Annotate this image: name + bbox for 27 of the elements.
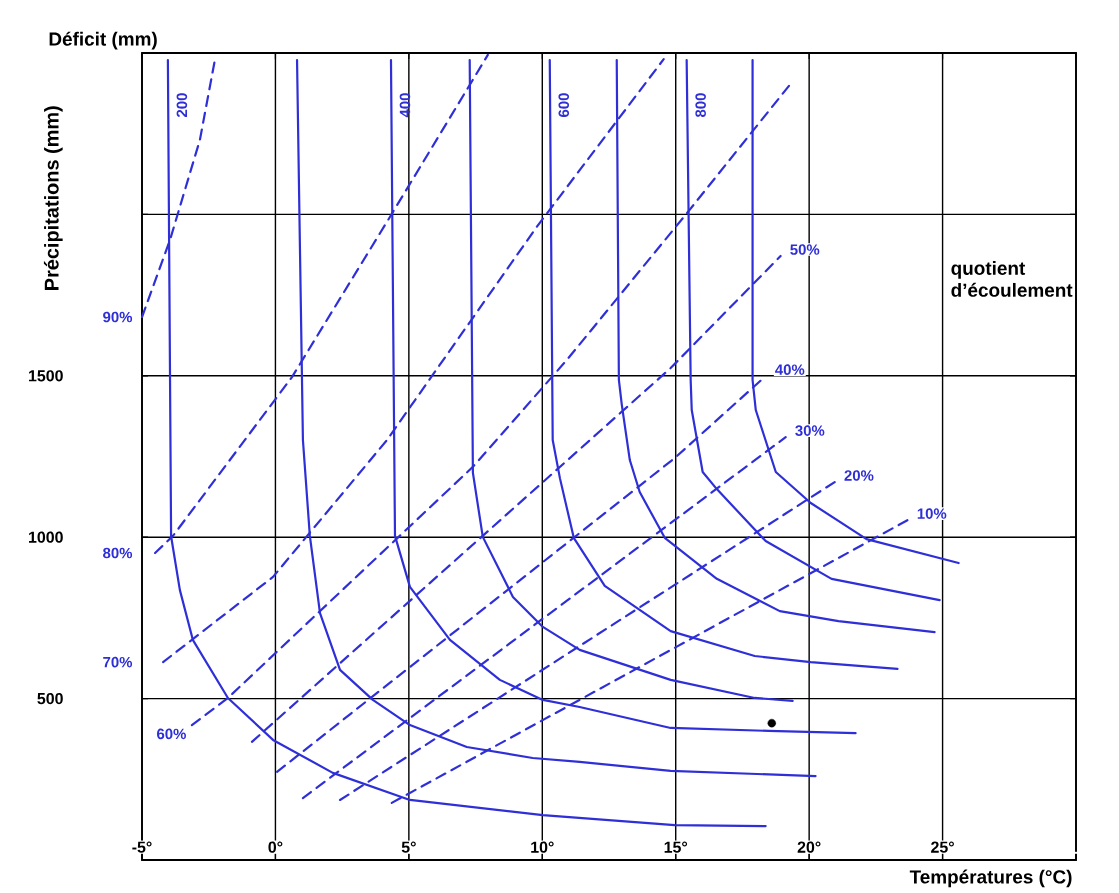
series-label: 80%	[103, 547, 133, 559]
annotation: quotient d’écoulement	[951, 261, 1073, 297]
x-tick-label: 0°	[268, 841, 283, 853]
x-tick-label: 20°	[797, 841, 821, 853]
y-tick-label: 1000	[29, 531, 63, 543]
series-label: 60%	[157, 728, 186, 740]
text: 200	[176, 93, 188, 118]
text: Déficit (mm)	[49, 31, 157, 50]
series-label: 90%	[103, 311, 133, 323]
series-label: 40%	[775, 364, 805, 375]
x-axis-title: Températures (°C)	[909, 869, 1072, 888]
text: 600	[558, 93, 570, 118]
y-tick-label: 1500	[29, 370, 63, 382]
series-label: 30%	[795, 425, 825, 436]
x-tick-label: -5°	[132, 841, 152, 853]
text: 70%	[103, 656, 133, 668]
y-tick-label: 500	[37, 692, 63, 705]
x-tick-label: 25°	[931, 841, 954, 853]
series-label: 10%	[917, 508, 947, 519]
x-tick-label: 15°	[664, 841, 688, 853]
x-tick-label: 10°	[531, 841, 554, 853]
text: 400	[399, 93, 411, 118]
y-axis-title: Précipitations (mm)	[43, 106, 63, 290]
series-label: 50%	[790, 244, 820, 255]
text: 800	[695, 93, 706, 118]
x-tick-label: 5°	[401, 841, 416, 853]
series-label: 20%	[844, 470, 874, 481]
